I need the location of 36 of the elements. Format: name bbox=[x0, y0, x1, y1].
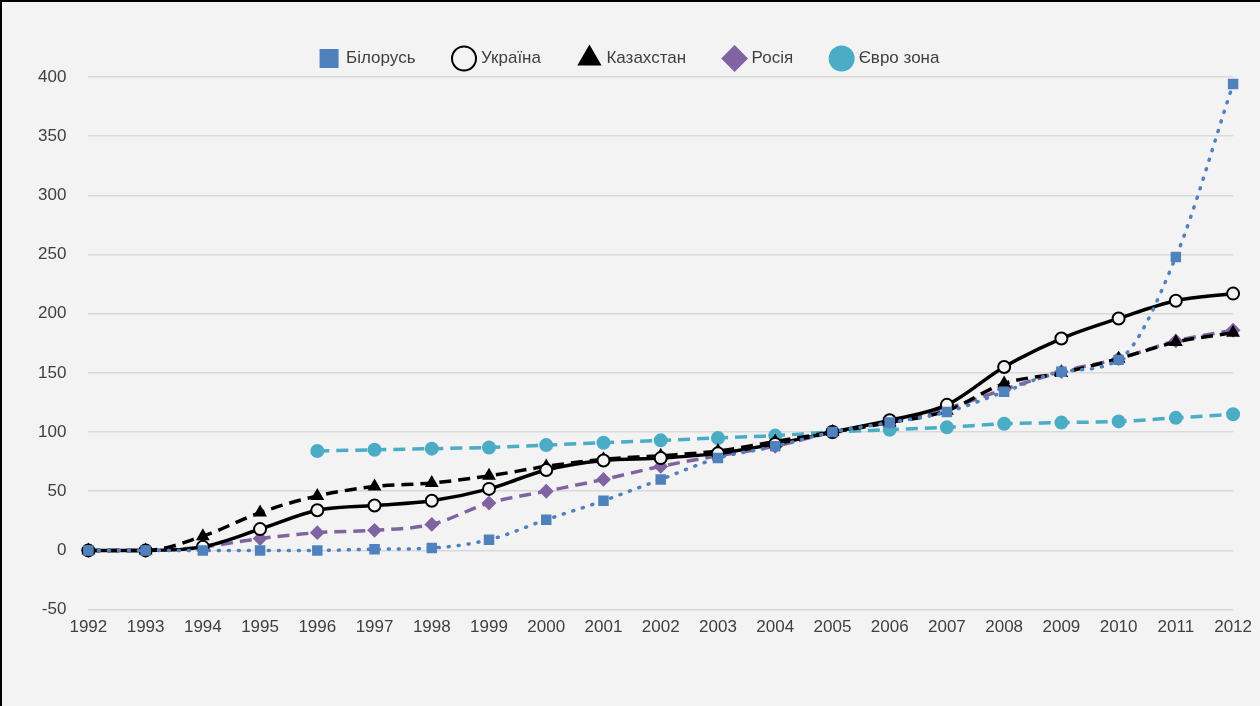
x-tick-label: 1997 bbox=[355, 617, 394, 637]
x-tick-label: 1992 bbox=[69, 617, 108, 637]
x-tick-label: 2003 bbox=[699, 617, 737, 637]
y-tick-label: 250 bbox=[37, 244, 67, 264]
y-tick-label: 0 bbox=[56, 540, 67, 560]
legend-label: Казахстан bbox=[606, 48, 687, 68]
legend-label: Євро зона bbox=[858, 48, 940, 68]
x-tick-label: 2001 bbox=[584, 617, 623, 637]
x-tick-label: 2009 bbox=[1042, 617, 1081, 637]
x-tick-label: 2010 bbox=[1099, 617, 1138, 637]
y-tick-label: 400 bbox=[37, 66, 67, 86]
y-tick-label: 350 bbox=[37, 125, 67, 145]
x-tick-label: 2000 bbox=[527, 617, 566, 637]
x-tick-label: 1996 bbox=[298, 617, 337, 637]
y-tick-label: -50 bbox=[41, 599, 67, 619]
x-tick-label: 2005 bbox=[813, 617, 852, 637]
x-tick-label: 2012 bbox=[1214, 617, 1252, 637]
x-tick-label: 2006 bbox=[870, 617, 909, 637]
legend-label: Білорусь bbox=[346, 48, 416, 68]
legend-label: Росія bbox=[751, 48, 794, 68]
x-tick-label: 2007 bbox=[927, 617, 966, 637]
x-tick-label: 2004 bbox=[756, 617, 795, 637]
y-tick-label: 200 bbox=[37, 303, 67, 323]
y-tick-label: 100 bbox=[37, 421, 67, 441]
x-tick-label: 2002 bbox=[641, 617, 680, 637]
x-tick-label: 1993 bbox=[126, 617, 165, 637]
y-tick-label: 300 bbox=[37, 185, 67, 205]
x-tick-label: 1999 bbox=[470, 617, 508, 637]
x-tick-label: 2008 bbox=[985, 617, 1024, 637]
x-tick-label: 1995 bbox=[241, 617, 279, 637]
legend-label: Україна bbox=[481, 48, 542, 68]
y-tick-label: 150 bbox=[37, 362, 67, 382]
x-tick-label: 2011 bbox=[1157, 617, 1195, 637]
y-tick-label: 50 bbox=[47, 480, 67, 500]
x-tick-label: 1994 bbox=[183, 617, 222, 637]
x-tick-label: 1998 bbox=[412, 617, 451, 637]
